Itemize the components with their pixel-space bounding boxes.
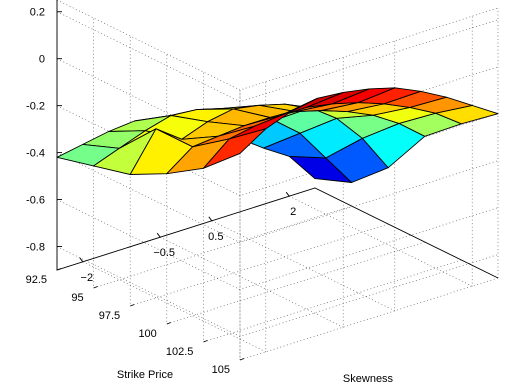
surface-layer [56,87,499,183]
grid-layer [56,0,499,361]
x-tick-label: −2 [81,272,94,284]
x-tick [285,191,290,197]
grid-line-z [56,246,499,337]
y-tick [203,340,208,343]
grid-line-z [56,105,499,197]
surface-face [202,128,267,169]
x-tick-label: 2 [290,206,296,218]
y-tick-label: 105 [212,364,230,376]
y-tick-label: 92.5 [26,274,47,286]
grid-line-x [82,81,267,353]
z-tick-label: 0.2 [30,7,45,19]
y-tick-label: 102.5 [166,346,194,358]
axis-frame [56,0,499,279]
grid-line-z [56,11,499,103]
z-tick-label: -0.4 [26,148,45,160]
y-tick [130,304,135,307]
axes-layer [56,0,499,361]
label-layer: 0.2 0 -0.2 -0.4 -0.6 -0.8 92.5 95 97.5 100 102.5 10… [26,7,297,376]
y-axis-label: Strike Price [117,369,173,381]
z-tick-label: -0.2 [26,101,45,113]
y-tick [239,358,245,361]
z-tick-label: -0.8 [26,242,45,254]
grid-top-edge [56,0,499,91]
x-tick-label: −0.5 [153,247,175,259]
z-tick-label: 0 [39,54,45,66]
x-tick [79,257,84,263]
grid-line-z [56,152,499,243]
x-tick [208,216,213,222]
y-tick-label: 100 [138,328,156,340]
y-tick [93,286,98,289]
x-axis-label: Skewness [343,373,394,385]
grid-line-x [289,16,473,287]
grid-line-x [211,40,396,312]
y-tick [166,322,171,325]
grid-line-x [160,57,344,328]
x-tick [156,232,161,238]
grid-line-z [56,199,499,290]
x-tick-label: 0.5 [208,231,223,243]
y-tick [56,268,62,271]
y-tick-label: 95 [71,292,83,304]
z-tick-label: -0.6 [26,195,45,207]
y-tick-label: 97.5 [99,310,120,322]
